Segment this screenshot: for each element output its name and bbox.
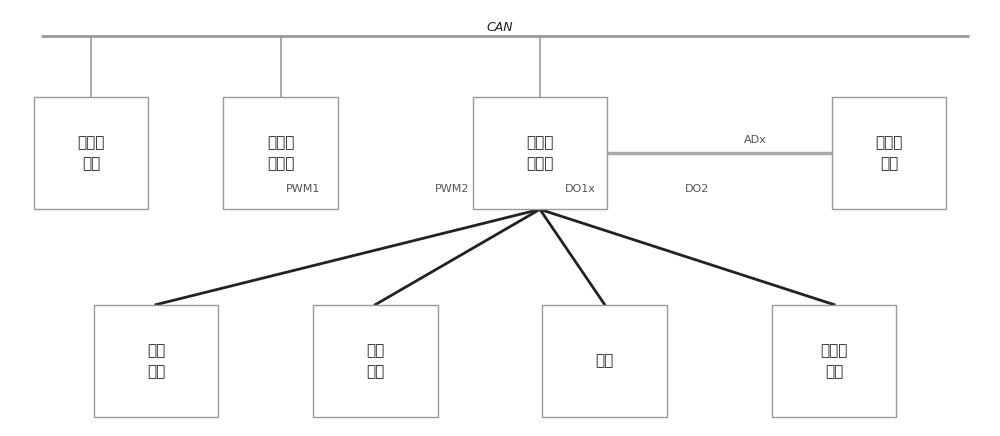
Text: 电子
水泵: 电子 水泵: [366, 343, 384, 379]
FancyBboxPatch shape: [832, 97, 946, 209]
Text: DO1x: DO1x: [565, 184, 596, 194]
Text: 开关: 开关: [596, 354, 614, 368]
FancyBboxPatch shape: [542, 305, 667, 417]
FancyBboxPatch shape: [473, 97, 607, 209]
Text: DO2: DO2: [684, 184, 709, 194]
FancyBboxPatch shape: [34, 97, 148, 209]
Text: 空调控
制器: 空调控 制器: [77, 135, 105, 171]
Text: ADx: ADx: [744, 135, 767, 145]
Text: 电控
风扇: 电控 风扇: [147, 343, 165, 379]
Text: PWM2: PWM2: [435, 184, 470, 194]
Text: 电池包
控制器: 电池包 控制器: [267, 135, 294, 171]
Text: 热管理
控制器: 热管理 控制器: [526, 135, 554, 171]
FancyBboxPatch shape: [772, 305, 896, 417]
Text: 电池冷
却器: 电池冷 却器: [820, 343, 848, 379]
FancyBboxPatch shape: [94, 305, 218, 417]
Text: 温度传
感器: 温度传 感器: [875, 135, 903, 171]
FancyBboxPatch shape: [223, 97, 338, 209]
Text: CAN: CAN: [487, 21, 513, 34]
FancyBboxPatch shape: [313, 305, 438, 417]
Text: PWM1: PWM1: [286, 184, 320, 194]
